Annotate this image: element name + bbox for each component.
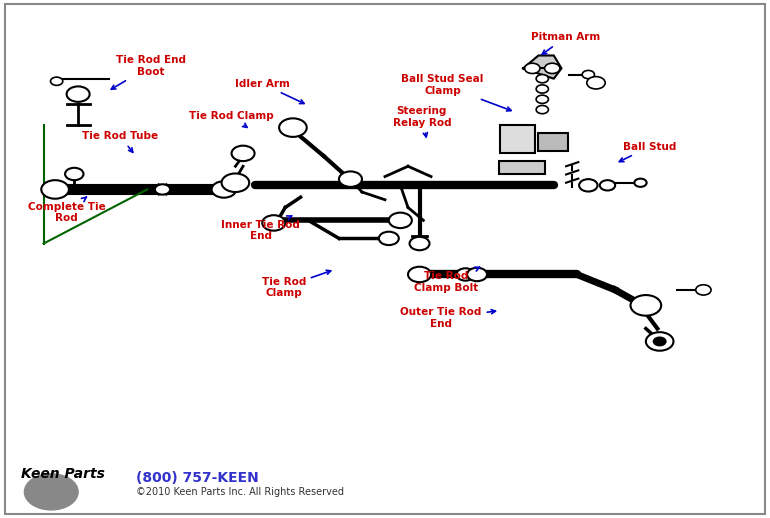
Text: Tie Rod
Clamp Bolt: Tie Rod Clamp Bolt [414, 267, 480, 293]
Circle shape [467, 268, 487, 281]
Text: Pitman Arm: Pitman Arm [531, 33, 600, 54]
Text: Steering
Relay Rod: Steering Relay Rod [393, 106, 451, 137]
Circle shape [212, 181, 236, 198]
Circle shape [600, 180, 615, 191]
Circle shape [263, 215, 285, 231]
Circle shape [66, 87, 89, 102]
Text: Outer Tie Rod
End: Outer Tie Rod End [400, 308, 495, 329]
Circle shape [51, 77, 63, 85]
Text: Ball Stud Seal
Clamp: Ball Stud Seal Clamp [401, 74, 511, 111]
Circle shape [544, 63, 560, 74]
Text: Ball Stud: Ball Stud [619, 142, 676, 162]
Circle shape [646, 332, 674, 351]
Text: ©2010 Keen Parts Inc. All Rights Reserved: ©2010 Keen Parts Inc. All Rights Reserve… [136, 487, 343, 497]
Circle shape [579, 179, 598, 192]
Bar [500, 125, 534, 153]
Circle shape [379, 232, 399, 245]
Bar [538, 133, 567, 151]
Circle shape [279, 118, 306, 137]
Circle shape [222, 174, 249, 192]
Text: (800) 757-KEEN: (800) 757-KEEN [136, 470, 259, 484]
Circle shape [339, 171, 362, 187]
Text: Keen Parts: Keen Parts [21, 467, 105, 481]
Circle shape [410, 237, 430, 250]
Text: Tie Rod Clamp: Tie Rod Clamp [189, 111, 274, 127]
Circle shape [587, 77, 605, 89]
Text: Complete Tie
Rod: Complete Tie Rod [28, 197, 105, 223]
Circle shape [631, 295, 661, 315]
Circle shape [536, 75, 548, 83]
Circle shape [582, 70, 594, 79]
Circle shape [457, 268, 475, 281]
Text: Idler Arm: Idler Arm [235, 79, 304, 104]
Bar [498, 161, 544, 174]
Text: Tie Rod End
Boot: Tie Rod End Boot [111, 55, 186, 89]
Circle shape [536, 106, 548, 114]
Polygon shape [523, 55, 561, 79]
Circle shape [536, 95, 548, 104]
Text: Tie Rod Tube: Tie Rod Tube [82, 132, 159, 152]
Circle shape [25, 474, 78, 510]
Circle shape [408, 267, 431, 282]
Circle shape [654, 337, 666, 346]
Circle shape [232, 146, 255, 161]
Text: Tie Rod
Clamp: Tie Rod Clamp [262, 270, 331, 298]
Circle shape [389, 212, 412, 228]
Circle shape [634, 179, 647, 187]
Circle shape [524, 63, 540, 74]
Circle shape [536, 85, 548, 93]
Text: Inner Tie Rod
End: Inner Tie Rod End [221, 215, 300, 241]
Circle shape [155, 184, 170, 195]
Circle shape [696, 285, 711, 295]
Circle shape [42, 180, 69, 199]
Circle shape [65, 168, 83, 180]
